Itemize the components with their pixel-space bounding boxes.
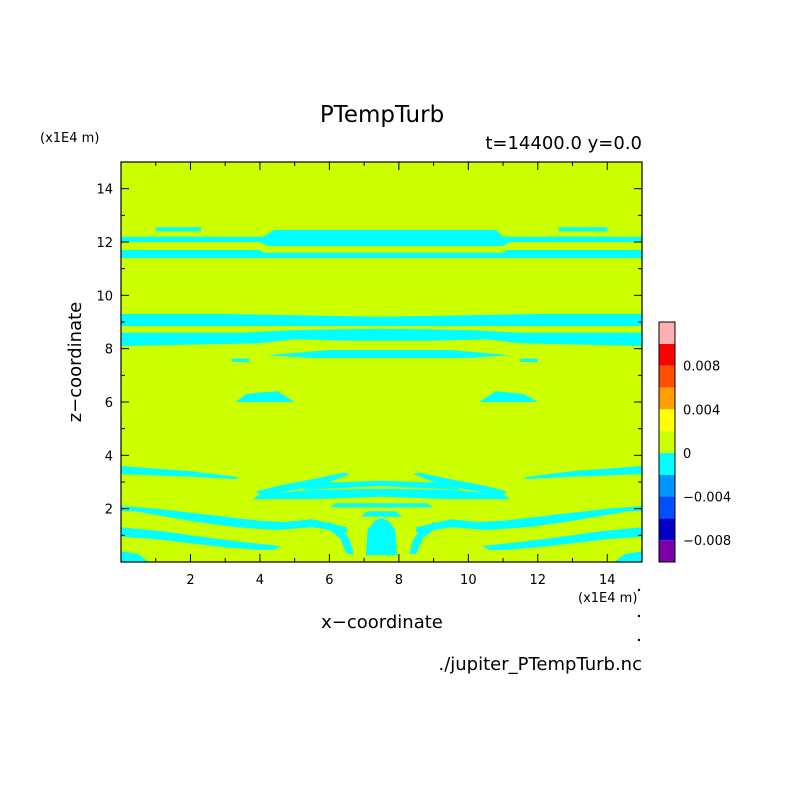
negative-region <box>121 527 281 550</box>
x-tick-label: 12 <box>530 573 547 588</box>
y-tick-label: 14 <box>96 183 113 198</box>
x-tick-label: 4 <box>256 573 264 588</box>
contour-regions <box>121 227 642 562</box>
chart-title: PTempTurb <box>320 102 444 128</box>
negative-region <box>360 511 403 517</box>
negative-region <box>266 350 510 358</box>
x-unit-label: (x1E4 m) <box>578 591 637 606</box>
negative-region <box>121 250 642 258</box>
y-tick-label: 12 <box>96 236 113 251</box>
negative-region <box>235 391 295 402</box>
marker-dot <box>637 638 641 642</box>
y-tick-label: 10 <box>96 289 113 304</box>
negative-region <box>232 358 250 362</box>
x-axis-label: x−coordinate <box>321 612 443 633</box>
negative-region <box>301 480 462 490</box>
negative-region <box>520 358 538 362</box>
colorbar-tick-label: 0.004 <box>683 403 720 418</box>
negative-region <box>121 551 149 562</box>
y-axis-ticks: 2 4 6 8 10 12 14 <box>96 183 642 536</box>
plot-frame <box>120 161 643 563</box>
colorbar-swatch <box>659 518 675 541</box>
colorbar-swatch <box>659 343 675 366</box>
negative-region <box>412 472 507 496</box>
x-tick-label: 2 <box>186 573 194 588</box>
negative-region <box>478 391 538 402</box>
negative-region <box>365 518 398 556</box>
negative-region <box>155 227 201 232</box>
marker-dot <box>637 614 641 618</box>
colorbar-swatch <box>659 496 675 519</box>
negative-region <box>121 314 642 326</box>
negative-region <box>416 506 642 533</box>
y-tick-label: 6 <box>105 396 113 411</box>
colorbar-swatch <box>659 452 675 475</box>
chart-subtitle: t=14400.0 y=0.0 <box>485 133 642 154</box>
negative-region <box>253 488 510 500</box>
colorbar-tick-label: −0.004 <box>683 491 731 506</box>
plot-background <box>121 162 642 562</box>
colorbar-swatch <box>659 322 675 344</box>
negative-region <box>346 323 417 326</box>
y-axis-label: z−coordinate <box>65 302 86 423</box>
x-tick-label: 6 <box>325 573 333 588</box>
colorbar-swatch <box>659 409 675 432</box>
negative-region <box>482 527 642 550</box>
y-tick-label: 8 <box>105 343 113 358</box>
x-tick-label: 14 <box>599 573 616 588</box>
y-tick-label: 2 <box>105 503 113 518</box>
negative-region <box>121 328 642 346</box>
negative-region <box>121 230 642 246</box>
colorbar-tick-label: 0.008 <box>683 360 720 375</box>
colorbar-frame <box>658 321 676 563</box>
negative-region <box>409 522 448 554</box>
x-axis-ticks: 2 4 6 8 10 12 14 <box>155 162 616 588</box>
colorbar-swatch <box>659 387 675 410</box>
colorbar-swatch <box>659 474 675 497</box>
colorbar-labels: 0.008 0.004 0 −0.004 −0.008 <box>683 360 731 550</box>
colorbar <box>658 321 676 563</box>
negative-region <box>523 466 642 480</box>
negative-region <box>329 503 434 508</box>
marker-dot <box>637 588 641 592</box>
negative-region <box>315 522 354 554</box>
negative-region <box>614 551 642 562</box>
colorbar-swatch <box>659 365 675 388</box>
x-tick-label: 10 <box>460 573 477 588</box>
colorbar-tick-label: −0.008 <box>683 534 731 549</box>
colorbar-tick-label: 0 <box>683 447 691 462</box>
colorbar-swatch <box>659 540 675 562</box>
y-tick-label: 4 <box>105 449 113 464</box>
negative-region <box>121 466 240 480</box>
negative-region <box>256 472 351 496</box>
negative-region <box>121 506 347 533</box>
z-unit-label: (x1E4 m) <box>40 131 99 146</box>
negative-region <box>558 227 608 232</box>
file-label: ./jupiter_PTempTurb.nc <box>438 654 642 675</box>
x-tick-label: 8 <box>395 573 403 588</box>
colorbar-swatch <box>659 431 675 453</box>
